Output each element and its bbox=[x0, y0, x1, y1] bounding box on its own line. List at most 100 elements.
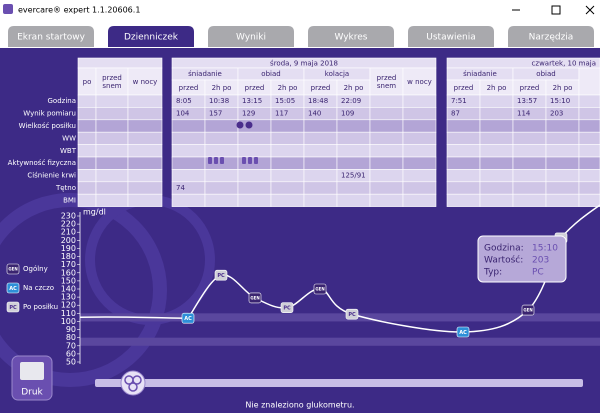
data-point[interactable] bbox=[248, 292, 262, 304]
cell-bg bbox=[446, 156, 481, 170]
data-point[interactable] bbox=[214, 269, 228, 281]
data-point[interactable] bbox=[181, 312, 195, 324]
cell-bg bbox=[77, 119, 97, 133]
y-tick-label: 130 bbox=[61, 293, 76, 302]
timeline-slider[interactable] bbox=[95, 379, 583, 387]
y-tick-label: 120 bbox=[61, 301, 76, 310]
data-point[interactable] bbox=[280, 302, 294, 313]
tooltip-label: Godzina: bbox=[484, 244, 524, 254]
cell-bg bbox=[237, 181, 272, 195]
cell-bg bbox=[270, 144, 305, 158]
cell-bg bbox=[545, 193, 580, 207]
data-point[interactable] bbox=[313, 283, 327, 295]
legend-badge bbox=[6, 263, 20, 275]
row-label: Wynik pomiaru bbox=[23, 110, 76, 118]
tooltip bbox=[477, 235, 567, 283]
cell-bg bbox=[127, 131, 163, 145]
cell-bg bbox=[127, 169, 163, 183]
cell-bg bbox=[545, 181, 580, 195]
cell-bg bbox=[512, 131, 547, 145]
cell-bg bbox=[336, 193, 371, 207]
cell-bg bbox=[204, 119, 239, 133]
cell-bg bbox=[369, 181, 404, 195]
data-point[interactable] bbox=[456, 326, 470, 338]
cell-bg bbox=[545, 156, 580, 170]
cell-bg bbox=[479, 94, 514, 108]
cell-bg bbox=[303, 181, 338, 195]
tab-label: Narzędzia bbox=[529, 33, 574, 43]
column-header: przed snem bbox=[102, 73, 122, 90]
row-label: Godzina bbox=[48, 97, 77, 105]
cell-value: 87 bbox=[451, 110, 460, 118]
y-tick-label: 110 bbox=[61, 309, 76, 318]
column-header: przed bbox=[454, 84, 474, 92]
y-tick-label: 90 bbox=[66, 325, 76, 334]
tab-bar: Ekran startowy Dzienniczek Wyniki Wykres Ust… bbox=[8, 26, 594, 47]
activity-icon bbox=[220, 157, 224, 164]
close-button[interactable] bbox=[585, 5, 595, 15]
target-band bbox=[80, 337, 600, 346]
status-text: Nie znaleziono glukometru. bbox=[245, 401, 354, 410]
cell-bg bbox=[127, 156, 163, 170]
meal-icon bbox=[236, 121, 244, 129]
y-tick-label: 140 bbox=[61, 285, 76, 294]
y-tick-label: 70 bbox=[66, 341, 76, 350]
y-tick-label: 100 bbox=[61, 317, 76, 326]
data-point[interactable] bbox=[345, 308, 359, 320]
cell-bg bbox=[446, 193, 481, 207]
activity-icon bbox=[248, 157, 252, 164]
day-header-bg bbox=[77, 57, 163, 69]
cell-bg bbox=[95, 107, 129, 121]
cell-bg bbox=[402, 193, 437, 207]
data-point-label: PC bbox=[348, 312, 356, 318]
tab-label: Dzienniczek bbox=[124, 33, 179, 43]
data-point[interactable] bbox=[521, 304, 535, 316]
column-header: po bbox=[82, 77, 92, 86]
tooltip-value: PC bbox=[532, 268, 544, 278]
cell-bg bbox=[545, 144, 580, 158]
cell-value: 8:05 bbox=[176, 97, 192, 105]
cell-bg bbox=[95, 193, 129, 207]
cell-bg bbox=[512, 156, 547, 170]
cell-bg bbox=[204, 193, 239, 207]
meal-header: obiad bbox=[536, 70, 555, 78]
cell-bg bbox=[95, 94, 129, 108]
cell-bg bbox=[479, 193, 514, 207]
print-label: Druk bbox=[21, 388, 43, 398]
tab[interactable] bbox=[208, 26, 294, 47]
cell-bg bbox=[95, 169, 129, 183]
maximize-button[interactable] bbox=[551, 5, 561, 15]
column-header: 2h po bbox=[344, 84, 364, 92]
column-header: 2h po bbox=[278, 84, 298, 92]
cell-bg bbox=[77, 94, 97, 108]
cell-bg bbox=[204, 131, 239, 145]
cell-bg bbox=[303, 156, 338, 170]
cell-bg bbox=[479, 181, 514, 195]
cell-value: 13:57 bbox=[517, 97, 537, 105]
tab[interactable] bbox=[108, 26, 194, 47]
tab[interactable] bbox=[408, 26, 494, 47]
cell-bg bbox=[446, 144, 481, 158]
cell-bg bbox=[369, 107, 404, 121]
cell-value: 18:48 bbox=[308, 97, 328, 105]
row-label: WW bbox=[62, 134, 76, 142]
cell-bg bbox=[303, 144, 338, 158]
cell-bg bbox=[237, 169, 272, 183]
cell-value: 109 bbox=[341, 110, 354, 118]
cell-bg bbox=[77, 107, 97, 121]
tab[interactable] bbox=[508, 26, 594, 47]
meal-header: obiad bbox=[261, 70, 280, 78]
y-tick-label: 60 bbox=[66, 349, 76, 358]
tab[interactable] bbox=[8, 26, 94, 47]
cell-bg bbox=[95, 144, 129, 158]
y-tick-label: 210 bbox=[61, 228, 76, 237]
tab[interactable] bbox=[308, 26, 394, 47]
tab-label: Ekran startowy bbox=[17, 33, 86, 43]
cell-bg bbox=[270, 131, 305, 145]
column-header-bg bbox=[369, 67, 404, 96]
cell-bg bbox=[127, 94, 163, 108]
column-header: w nocy bbox=[407, 77, 432, 86]
cell-bg bbox=[270, 181, 305, 195]
glucose-chart: 5060708090100110120130140150160170180190… bbox=[6, 204, 600, 367]
cell-bg bbox=[512, 169, 547, 183]
